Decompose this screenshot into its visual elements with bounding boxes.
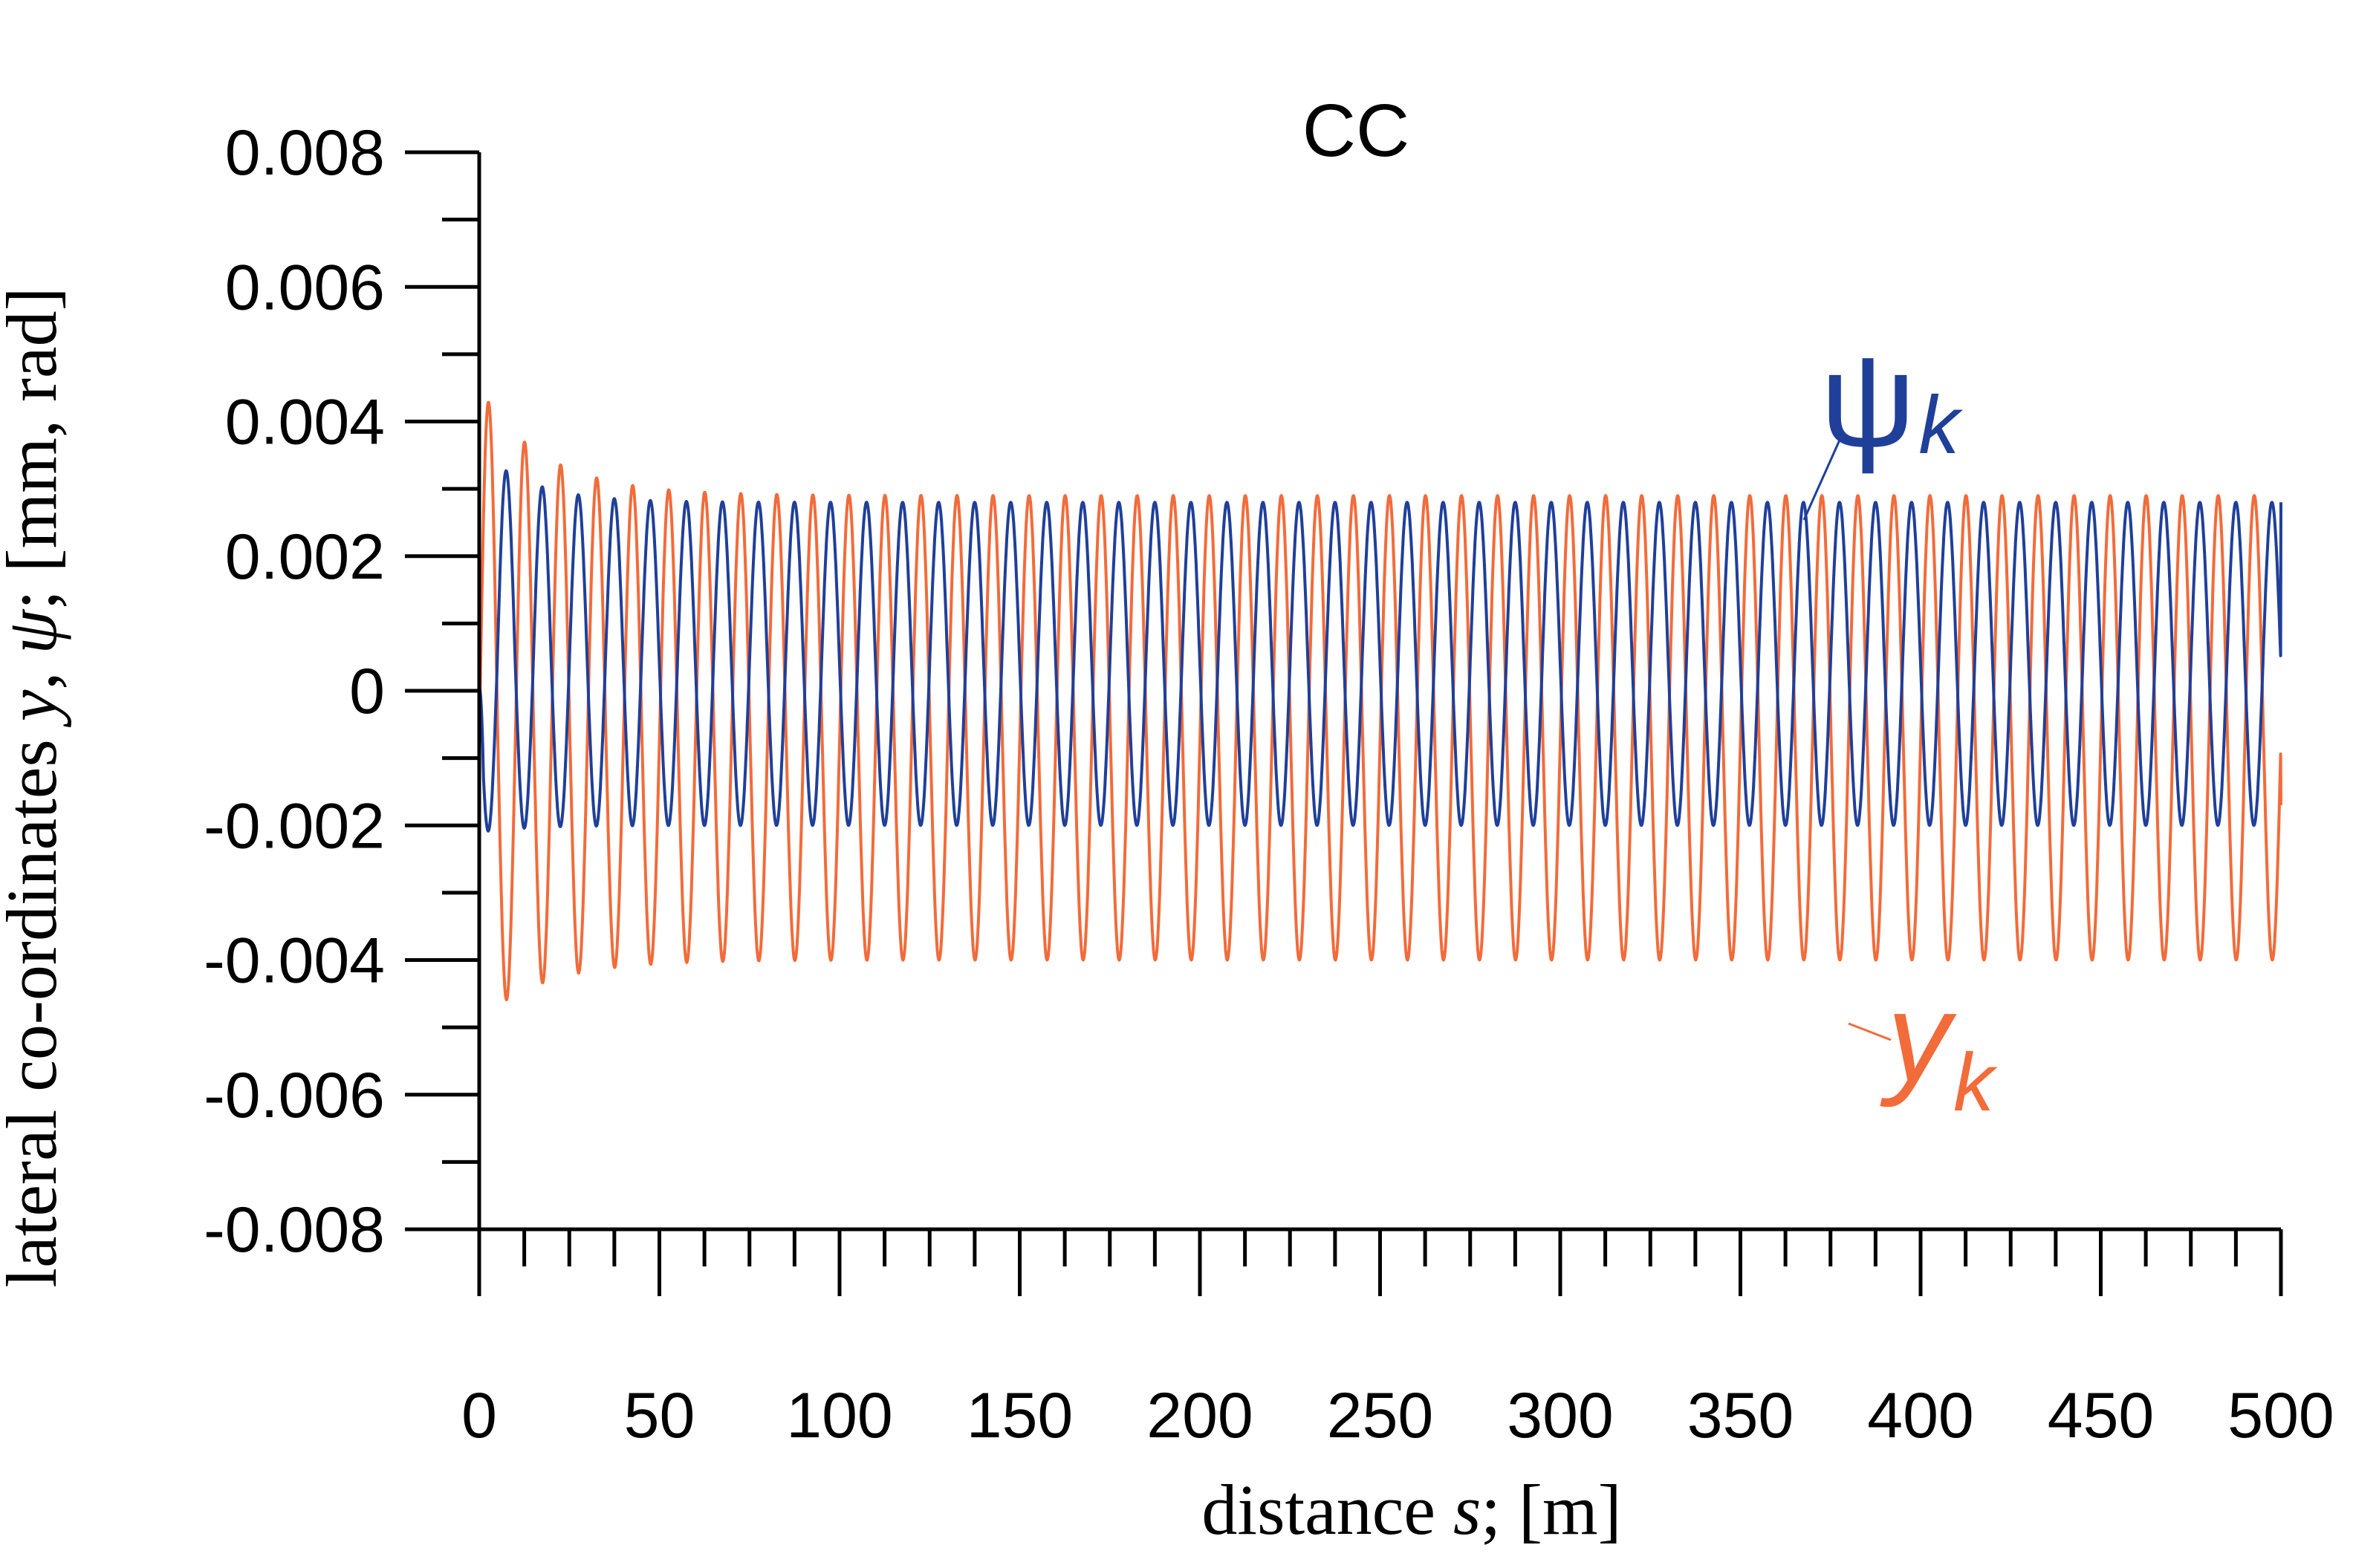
- chart-title: CC: [1302, 89, 1409, 172]
- psi-label-leader: [1802, 436, 1843, 521]
- x-axis-title-variable: s: [1453, 1470, 1481, 1549]
- x-tick-label: 400: [1867, 1380, 1974, 1451]
- psi-label-main: ψ: [1820, 325, 1915, 475]
- x-tick-label: 350: [1687, 1380, 1794, 1451]
- x-tick-label: 300: [1507, 1380, 1614, 1451]
- yk-label-sub: k: [1953, 1037, 1998, 1128]
- y-axis-title: lateral co-ordinates y, ψ; [mm, rad]: [0, 287, 71, 1287]
- y-axis-title-variable-y: y: [0, 689, 71, 728]
- x-tick-label: 500: [2227, 1380, 2334, 1451]
- x-tick-label: 450: [2048, 1380, 2155, 1451]
- y-tick-label: 0: [349, 656, 385, 727]
- x-tick-label: 250: [1327, 1380, 1434, 1451]
- psi-label: ψk: [1820, 325, 1963, 475]
- psi-label-sub: k: [1918, 380, 1963, 471]
- axes-layer: 0.008 0.006 0.004 0.002 0 -0.002 -0.004 -0.006 -…: [204, 117, 2334, 1451]
- y-axis-title-part-1: lateral co-ordinates: [0, 721, 71, 1287]
- y-tick-label: -0.002: [204, 790, 385, 862]
- y-tick-label: 0.004: [225, 387, 385, 458]
- x-axis-title-part-3: ; [m]: [1481, 1470, 1621, 1549]
- x-tick-label: 50: [624, 1380, 695, 1451]
- y-tick-label: 0.002: [225, 521, 385, 593]
- y-tick-label: 0.006: [225, 252, 385, 323]
- x-axis-title: distance s; [m]: [1201, 1470, 1621, 1549]
- x-tick-label: 100: [786, 1380, 893, 1451]
- y-tick-label: -0.004: [204, 925, 385, 997]
- y-tick-label: -0.006: [204, 1060, 385, 1131]
- series-layer: [478, 388, 2282, 1001]
- y-tick-label: -0.008: [204, 1194, 385, 1266]
- yk-label-main: y: [1880, 967, 1957, 1108]
- y-axis-title-part-3: ,: [0, 654, 71, 690]
- x-tick-label: 0: [461, 1380, 497, 1451]
- x-tick-label: 150: [967, 1380, 1074, 1451]
- x-tick-label: 200: [1146, 1380, 1253, 1451]
- series-line-psi: [478, 469, 2282, 833]
- series-line-yk: [478, 388, 2282, 1001]
- yk-label-leader: [1848, 1022, 1892, 1041]
- y-axis-title-variable-psi: ψ: [0, 609, 71, 654]
- y-axis-title-part-5: ; [mm, rad]: [0, 287, 71, 610]
- yk-label: yk: [1880, 967, 1998, 1128]
- x-axis-title-part-1: distance: [1201, 1470, 1453, 1549]
- y-tick-label: 0.008: [225, 117, 385, 189]
